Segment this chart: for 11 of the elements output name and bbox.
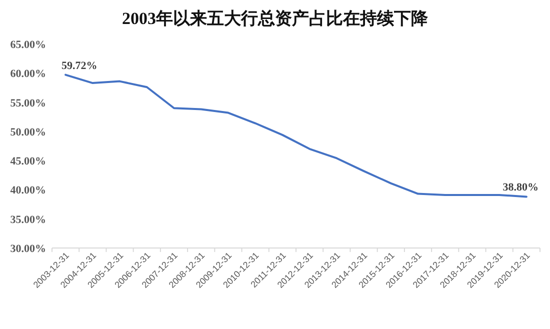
data-label: 38.80% [502,182,538,194]
data-label: 59.72% [62,60,98,72]
y-tick-label: 60.00% [10,68,46,80]
y-tick-label: 65.00% [10,39,46,51]
y-tick-label: 30.00% [10,243,46,255]
y-tick-label: 35.00% [10,214,46,226]
y-tick-label: 40.00% [10,184,46,197]
y-tick-label: 50.00% [10,126,46,138]
y-tick-label: 55.00% [10,97,46,110]
chart-title: 2003年以来五大行总资产占比在持续下降 [122,9,429,28]
y-tick-label: 45.00% [10,156,46,168]
